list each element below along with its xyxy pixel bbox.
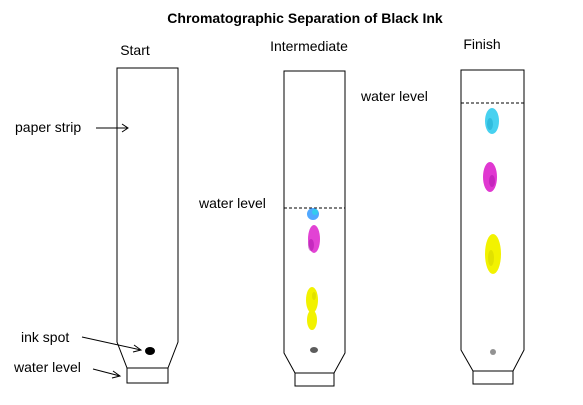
stage-label-finish: Finish — [463, 36, 500, 52]
stage-label-start: Start — [120, 42, 150, 58]
water-level-arrow-start — [93, 369, 120, 378]
paper-strip-arrow — [96, 124, 128, 132]
strip-outline-start — [117, 68, 178, 383]
residue-spot-finish — [490, 349, 496, 355]
water-level-label-finish: water level — [360, 88, 428, 104]
ink-spot-label: ink spot — [21, 329, 69, 345]
band-magenta-intermediate — [308, 225, 320, 253]
stage-label-intermediate: Intermediate — [270, 38, 348, 54]
diagram-title: Chromatographic Separation of Black Ink — [167, 10, 443, 26]
paper-strip-start — [117, 68, 178, 383]
water-level-label-start: water level — [13, 359, 81, 375]
band-cyan-finish — [485, 108, 499, 134]
residue-spot-intermediate — [310, 347, 318, 353]
ink-spot-arrow — [82, 337, 141, 352]
water-level-label-intermediate: water level — [198, 195, 266, 211]
ink-spot — [145, 347, 155, 355]
band-yellow-intermediate — [306, 287, 318, 330]
band-yellow-finish — [485, 234, 501, 274]
band-cyan-intermediate — [307, 208, 319, 220]
band-magenta-finish — [483, 162, 497, 192]
paper-strip-label: paper strip — [15, 119, 81, 135]
